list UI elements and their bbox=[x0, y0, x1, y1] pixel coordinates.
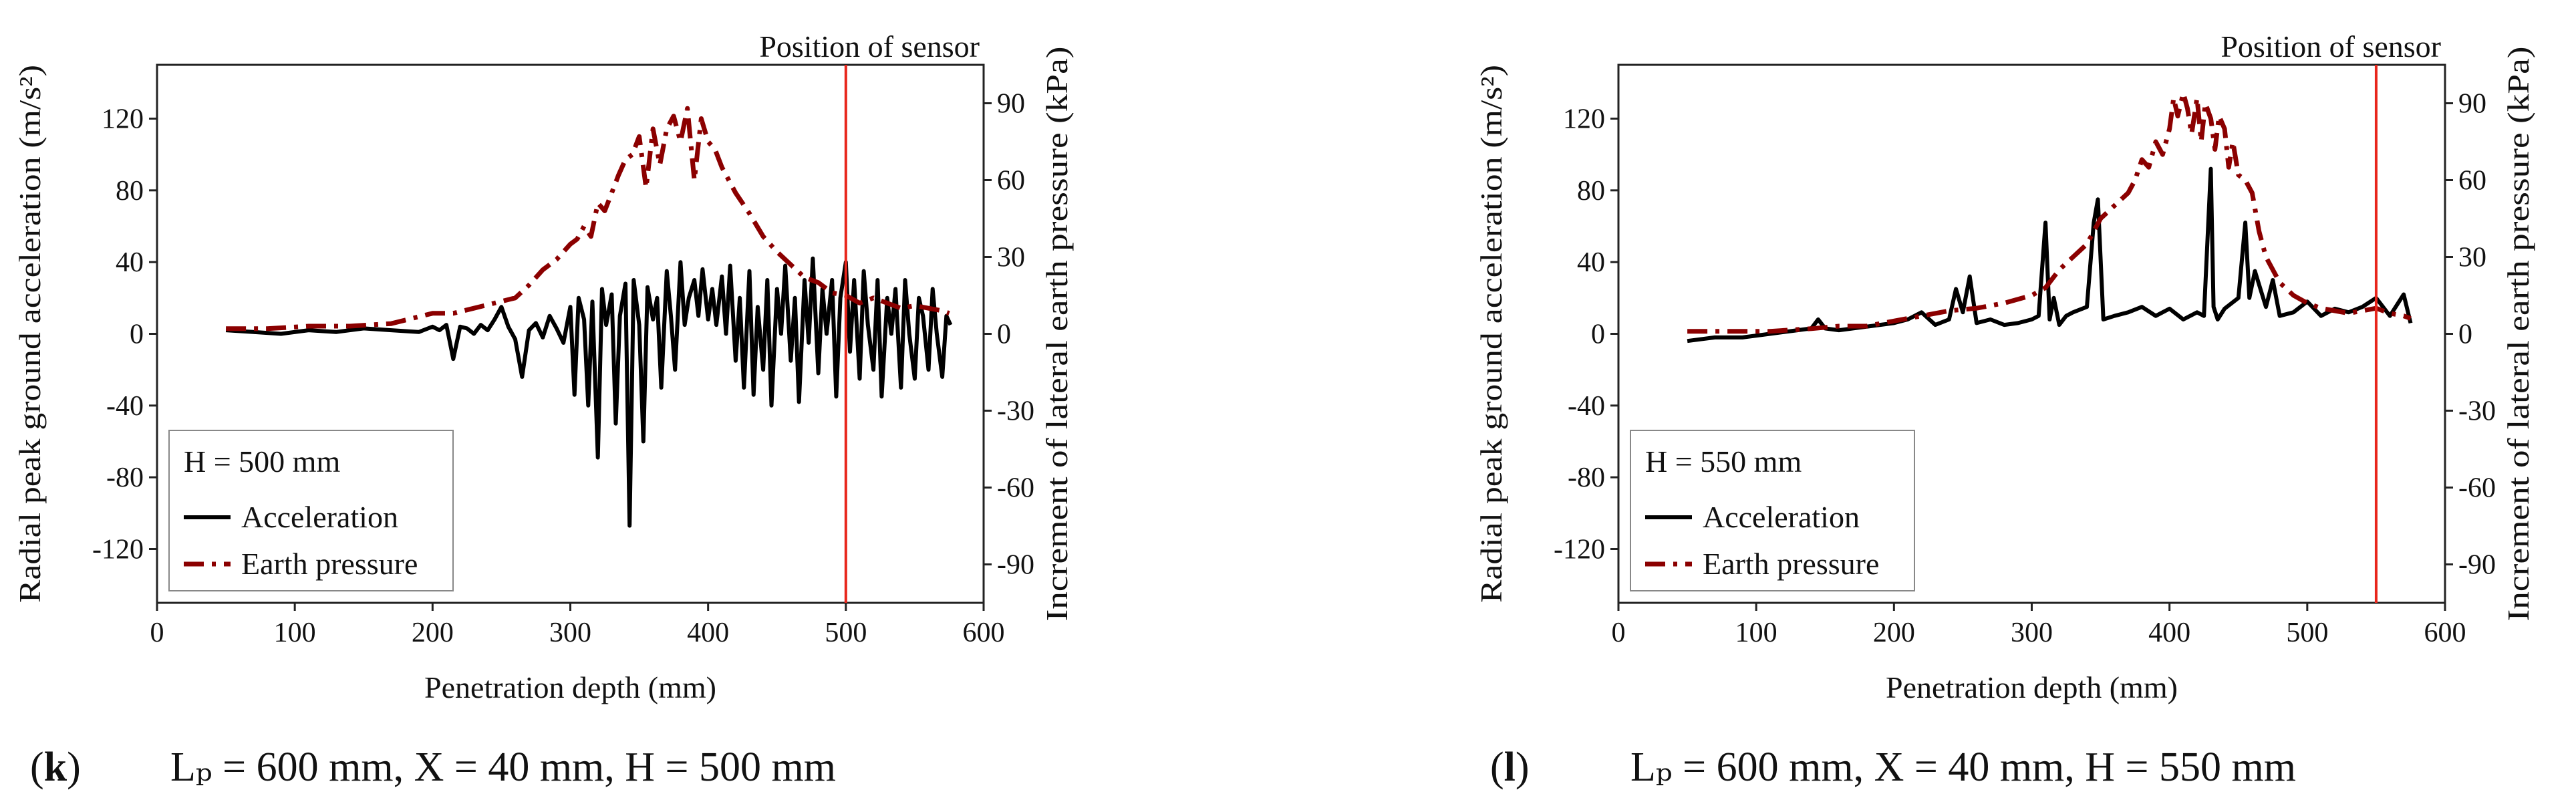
y-axis-label: Radial peak ground acceleration (m/s²) bbox=[13, 65, 47, 603]
y-right-tick-label: 90 bbox=[997, 89, 1025, 120]
legend-acceleration-label: Acceleration bbox=[1703, 500, 1860, 534]
y-tick-label: -80 bbox=[106, 462, 144, 493]
earth-pressure-series-line bbox=[226, 106, 950, 331]
acceleration-series-line bbox=[225, 256, 953, 528]
y-right-axis-label: Increment of lateral earth pressure (kPa… bbox=[1040, 47, 1074, 622]
y-tick-label: 120 bbox=[102, 104, 144, 135]
x-tick-label: 500 bbox=[825, 618, 867, 648]
x-tick-label: 200 bbox=[412, 618, 454, 648]
legend-acceleration-label: Acceleration bbox=[241, 500, 398, 534]
y-tick-label: 40 bbox=[1577, 247, 1605, 278]
x-tick-label: 300 bbox=[549, 618, 591, 648]
x-tick-label: 300 bbox=[2011, 618, 2053, 648]
caption-paren-open: ( bbox=[30, 745, 44, 790]
legend-box bbox=[1630, 430, 1915, 591]
y-tick-label: -120 bbox=[92, 535, 144, 565]
x-tick-label: 0 bbox=[1612, 618, 1626, 648]
legend-title: H = 500 mm bbox=[184, 444, 340, 479]
caption-paren-open: ( bbox=[1490, 745, 1504, 790]
legend-box bbox=[168, 430, 454, 591]
acceleration-series-line bbox=[1687, 166, 2413, 344]
y-tick-label: 80 bbox=[1577, 176, 1605, 207]
x-tick-label: 100 bbox=[1735, 618, 1777, 648]
y-right-tick-label: -30 bbox=[997, 396, 1034, 427]
legend-title: H = 550 mm bbox=[1645, 444, 1802, 479]
y-right-tick-label: 30 bbox=[997, 243, 1025, 273]
y-tick-label: -80 bbox=[1568, 462, 1605, 493]
y-right-tick-label: 60 bbox=[2458, 166, 2486, 196]
y-tick-label: 0 bbox=[1591, 319, 1605, 350]
panel-caption-letter: (k) bbox=[30, 745, 81, 790]
y-right-tick-label: 0 bbox=[997, 319, 1011, 350]
x-tick-label: 0 bbox=[150, 618, 164, 648]
x-tick-label: 600 bbox=[963, 618, 1005, 648]
chart-panel-k: 0 100 200 300 400 500 600-120-80-4004080120-90… bbox=[13, 29, 1074, 790]
y-right-tick-label: -90 bbox=[2458, 550, 2496, 581]
x-tick-label: 200 bbox=[1873, 618, 1915, 648]
x-tick-label: 400 bbox=[687, 618, 729, 648]
caption-letter: l bbox=[1504, 745, 1516, 790]
caption-paren-close: ) bbox=[1516, 745, 1530, 790]
legend-earth-pressure-label: Earth pressure bbox=[241, 547, 418, 581]
y-tick-label: -40 bbox=[106, 391, 144, 422]
y-right-tick-label: -30 bbox=[2458, 396, 2496, 427]
y-tick-label: 0 bbox=[130, 319, 144, 350]
x-axis-label: Penetration depth (mm) bbox=[1886, 670, 2178, 704]
x-tick-label: 500 bbox=[2286, 618, 2328, 648]
y-axis-label: Radial peak ground acceleration (m/s²) bbox=[1474, 65, 1508, 603]
caption-paren-close: ) bbox=[67, 745, 81, 790]
sensor-position-label: Position of sensor bbox=[2221, 29, 2441, 63]
panel-caption-letter: (l) bbox=[1490, 745, 1530, 790]
y-tick-label: 120 bbox=[1563, 104, 1605, 135]
x-axis-label: Penetration depth (mm) bbox=[424, 670, 716, 704]
x-tick-label: 400 bbox=[2148, 618, 2190, 648]
y-tick-label: 40 bbox=[116, 247, 144, 278]
y-right-tick-label: -60 bbox=[997, 473, 1034, 504]
x-tick-label: 600 bbox=[2424, 618, 2466, 648]
panel-caption-text: Lₚ = 600 mm, X = 40 mm, H = 500 mm bbox=[170, 745, 836, 790]
y-right-tick-label: -60 bbox=[2458, 473, 2496, 504]
earth-pressure-series-line bbox=[1687, 90, 2412, 334]
sensor-position-label: Position of sensor bbox=[759, 29, 980, 63]
chart-panel-l: 0 100 200 300 400 500 600-120-80-4004080120-90… bbox=[1474, 29, 2535, 790]
y-right-axis-label: Increment of lateral earth pressure (kPa… bbox=[2501, 47, 2535, 622]
y-right-tick-label: 90 bbox=[2458, 89, 2486, 120]
y-right-tick-label: 30 bbox=[2458, 243, 2486, 273]
y-right-tick-label: 60 bbox=[997, 166, 1025, 196]
y-tick-label: -40 bbox=[1568, 391, 1605, 422]
y-tick-label: 80 bbox=[116, 176, 144, 207]
panel-caption-text: Lₚ = 600 mm, X = 40 mm, H = 550 mm bbox=[1630, 745, 2296, 790]
y-right-tick-label: 0 bbox=[2458, 319, 2472, 350]
caption-letter: k bbox=[44, 745, 67, 790]
legend-earth-pressure-label: Earth pressure bbox=[1703, 547, 1879, 581]
y-tick-label: -120 bbox=[1554, 535, 1605, 565]
y-right-tick-label: -90 bbox=[997, 550, 1034, 581]
x-tick-label: 100 bbox=[274, 618, 316, 648]
